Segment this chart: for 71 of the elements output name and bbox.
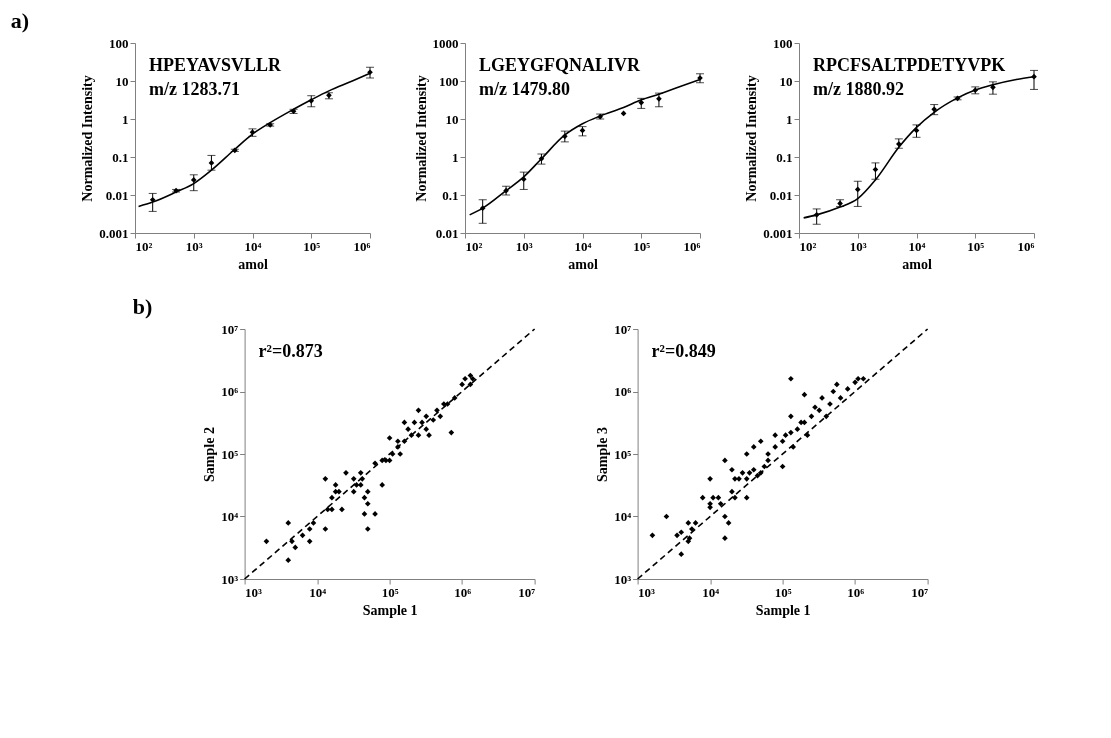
y-tick-label: 10³: [614, 571, 632, 587]
x-axis-title: amol: [902, 256, 932, 272]
x-tick-label: 10⁶: [1017, 238, 1035, 254]
y-tick-label: 10⁷: [221, 321, 239, 337]
x-tick-label: 10³: [849, 238, 867, 254]
y-tick-label: 100: [439, 73, 459, 89]
x-tick-label: 10⁵: [303, 238, 321, 254]
annotation: m/z 1479.80: [479, 79, 570, 99]
y-tick-label: 10: [115, 73, 129, 89]
y-tick-label: 0.001: [763, 225, 793, 241]
y-tick-label: 1: [122, 111, 129, 127]
y-tick-label: 10⁵: [221, 446, 239, 462]
y-tick-label: 0.01: [105, 187, 129, 203]
y-tick-label: 10: [445, 111, 459, 127]
x-tick-label: 10⁶: [847, 584, 865, 600]
x-tick-label: 10⁴: [574, 238, 592, 254]
x-tick-label: 10⁵: [967, 238, 985, 254]
y-tick-label: 10⁴: [221, 509, 239, 524]
y-tick-label: 10³: [221, 571, 239, 587]
annotation: r²=0.849: [651, 341, 716, 361]
x-axis-title: amol: [238, 256, 268, 272]
y-tick-label: 0.1: [442, 187, 459, 203]
x-tick-label: 10³: [638, 584, 656, 600]
annotation: RPCFSALTPDETYVPK: [813, 55, 1006, 75]
y-axis-title: Sample 3: [595, 427, 611, 482]
y-axis-title: Normalized Intensity: [744, 75, 760, 202]
x-tick-label: 10²: [465, 238, 483, 254]
y-tick-label: 0.01: [435, 225, 459, 241]
y-tick-label: 1: [786, 111, 793, 127]
x-tick-label: 10²: [799, 238, 817, 254]
x-tick-label: 10⁶: [353, 238, 371, 254]
y-tick-label: 10⁵: [614, 446, 632, 462]
x-axis-title: amol: [568, 256, 598, 272]
y-tick-label: 10: [779, 73, 793, 89]
x-tick-label: 10⁵: [381, 584, 399, 600]
x-tick-label: 10⁴: [702, 584, 720, 600]
y-axis-title: Normalized Intensity: [80, 75, 96, 202]
x-tick-label: 10⁷: [911, 584, 929, 600]
annotation: HPEYAVSVLLR: [149, 55, 283, 75]
y-tick-label: 10⁶: [614, 384, 632, 399]
x-tick-label: 10⁵: [633, 238, 651, 254]
y-axis-title: Sample 2: [202, 427, 218, 482]
annotation: m/z 1880.92: [813, 79, 904, 99]
annotation: LGEYGFQNALIVR: [479, 55, 642, 75]
y-tick-label: 1000: [432, 35, 459, 51]
y-tick-label: 0.1: [776, 149, 793, 165]
x-tick-label: 10⁷: [518, 584, 536, 600]
y-tick-label: 10⁷: [614, 321, 632, 337]
y-tick-label: 10⁴: [614, 509, 632, 524]
y-tick-label: 1: [452, 149, 459, 165]
chart-title: a): [10, 8, 30, 33]
x-axis-title: Sample 1: [362, 602, 418, 618]
chart-title: b): [132, 294, 153, 319]
x-tick-label: 10³: [245, 584, 263, 600]
y-tick-label: 10⁶: [221, 384, 239, 399]
x-tick-label: 10²: [135, 238, 153, 254]
x-axis-title: Sample 1: [755, 602, 811, 618]
annotation: r²=0.873: [258, 341, 323, 361]
x-tick-label: 10³: [515, 238, 533, 254]
x-tick-label: 10⁴: [244, 238, 262, 254]
y-axis-title: Normalized Intensity: [413, 75, 429, 202]
y-tick-label: 100: [109, 35, 129, 51]
x-tick-label: 10³: [185, 238, 203, 254]
x-tick-label: 10⁴: [309, 584, 327, 600]
y-tick-label: 0.001: [99, 225, 129, 241]
x-tick-label: 10⁶: [683, 238, 701, 254]
annotation: m/z 1283.71: [149, 79, 240, 99]
x-tick-label: 10⁴: [908, 238, 926, 254]
y-tick-label: 0.1: [112, 149, 129, 165]
y-tick-label: 100: [773, 35, 793, 51]
y-tick-label: 0.01: [769, 187, 793, 203]
